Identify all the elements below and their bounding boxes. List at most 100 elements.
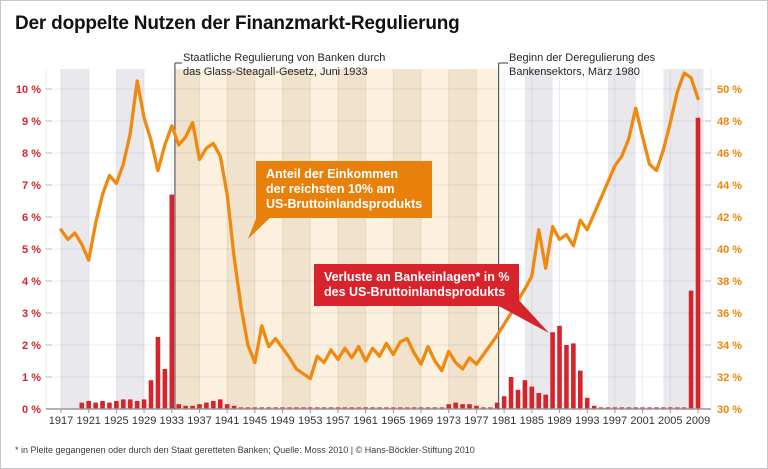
source-footnote: * in Pleite gegangenen oder durch den St… [15,445,475,455]
y-right-label-0: 50 % [717,84,742,96]
loss-bar-1934 [176,404,182,409]
loss-bar-1952 [301,407,306,409]
loss-bar-1994 [591,405,597,409]
chart-title: Der doppelte Nutzen der Finanzmarkt-Regu… [15,13,460,34]
deposit-losses-callout-line2: des US-Bruttoinlandsprodukts [324,285,506,299]
x-label-1989: 1989 [547,415,571,427]
loss-bar-2000 [633,407,638,409]
loss-bar-2008 [688,290,694,409]
loss-bar-2006 [674,407,680,409]
loss-bar-1930 [148,380,154,409]
y-left-label-5: 5 % [22,244,41,256]
loss-bar-1938 [204,402,209,409]
y-left-label-4: 6 % [22,212,41,224]
loss-bar-1951 [294,407,299,409]
loss-bar-1962 [370,407,375,409]
loss-bar-1970 [425,407,431,409]
loss-bar-1977 [474,405,479,409]
deposit-losses-callout-line1: Verluste an Bankeinlagen* in % [324,270,510,284]
y-right-label-5: 40 % [717,244,742,256]
y-right-label-1: 48 % [717,116,742,128]
loss-bar-1984 [522,380,528,409]
x-label-1993: 1993 [575,415,599,427]
bars-deposit-losses [79,117,701,410]
loss-bar-1956 [328,407,334,409]
loss-bar-1925 [114,401,119,409]
loss-bar-1985 [529,386,535,409]
annotation-glass-steagall-line2: das Glass-Steagall-Gesetz, Juni 1933 [183,65,368,78]
callout-pointers [248,211,549,333]
x-label-1933: 1933 [160,415,184,427]
x-label-1929: 1929 [132,415,156,427]
x-label-1949: 1949 [270,415,294,427]
loss-bar-1953 [307,407,313,409]
x-label-1917: 1917 [49,415,73,427]
loss-bar-1996 [605,407,611,409]
x-label-1957: 1957 [326,415,350,427]
loss-bar-1986 [536,393,542,409]
x-label-1925: 1925 [104,415,128,427]
loss-bar-1958 [342,407,348,409]
loss-bar-1946 [259,407,265,409]
x-label-1969: 1969 [409,415,433,427]
loss-bar-1975 [460,404,465,409]
income-share-callout-line3: US-Bruttoinlandsprodukts [266,197,423,211]
y-left-label-2: 8 % [22,148,41,160]
loss-bar-1980 [494,402,500,409]
income-share-callout: Anteil der Einkommen der reichsten 10% a… [256,161,433,218]
loss-bar-1954 [314,407,320,409]
loss-bar-1982 [508,377,514,409]
y-left-label-1: 9 % [22,116,41,128]
y-left-label-8: 2 % [22,340,41,352]
loss-bar-2003 [654,407,659,409]
loss-bar-1945 [252,407,258,409]
loss-bar-1935 [183,405,188,409]
loss-bar-1964 [384,407,389,409]
loss-bar-1993 [584,397,590,409]
loss-bar-1959 [349,407,355,409]
income-share-callout-line2: der reichsten 10% am [266,182,395,196]
loss-bar-1995 [598,407,604,409]
loss-bar-1998 [619,407,625,409]
loss-bar-1923 [100,401,105,409]
y-right-label-7: 36 % [717,308,742,320]
x-label-1961: 1961 [353,415,377,427]
x-label-1921: 1921 [76,415,100,427]
x-label-2005: 2005 [658,415,682,427]
x-label-1985: 1985 [520,415,544,427]
loss-bar-1955 [321,407,327,409]
loss-bar-1922 [93,402,98,409]
loss-bar-2002 [647,407,652,409]
y-right-label-8: 34 % [717,340,742,352]
loss-bar-1932 [162,369,168,409]
annotation-deregulation: Beginn der Deregulierung des Bankensekto… [509,52,655,79]
loss-bar-1950 [287,407,292,409]
y-right-label-10: 30 % [717,404,742,416]
y-right-label-2: 46 % [717,148,742,160]
loss-bar-1992 [577,370,583,409]
x-label-1965: 1965 [381,415,405,427]
loss-bar-2007 [681,407,687,409]
loss-bar-1968 [411,407,417,409]
loss-bar-1987 [543,394,548,409]
loss-bar-2004 [661,407,666,409]
loss-bar-1944 [245,407,251,409]
x-label-1945: 1945 [243,415,267,427]
annotation-deregulation-line1: Beginn der Deregulierung des [509,52,656,64]
loss-bar-1942 [231,405,237,409]
income-share-callout-line1: Anteil der Einkommen [266,167,398,181]
y-left-label-3: 7 % [22,180,41,192]
loss-bar-1931 [155,337,161,409]
loss-bar-1937 [197,404,202,409]
loss-bar-1999 [626,407,632,409]
loss-bar-1933 [169,194,175,409]
y-left-label-9: 1 % [22,372,41,384]
loss-bar-1978 [481,407,486,409]
loss-bar-1924 [107,402,112,409]
x-label-1997: 1997 [603,415,627,427]
loss-bar-1969 [418,407,424,409]
x-label-2001: 2001 [630,415,654,427]
loss-bar-1997 [612,407,618,409]
loss-bar-1979 [487,407,493,409]
loss-bar-1967 [404,407,410,409]
